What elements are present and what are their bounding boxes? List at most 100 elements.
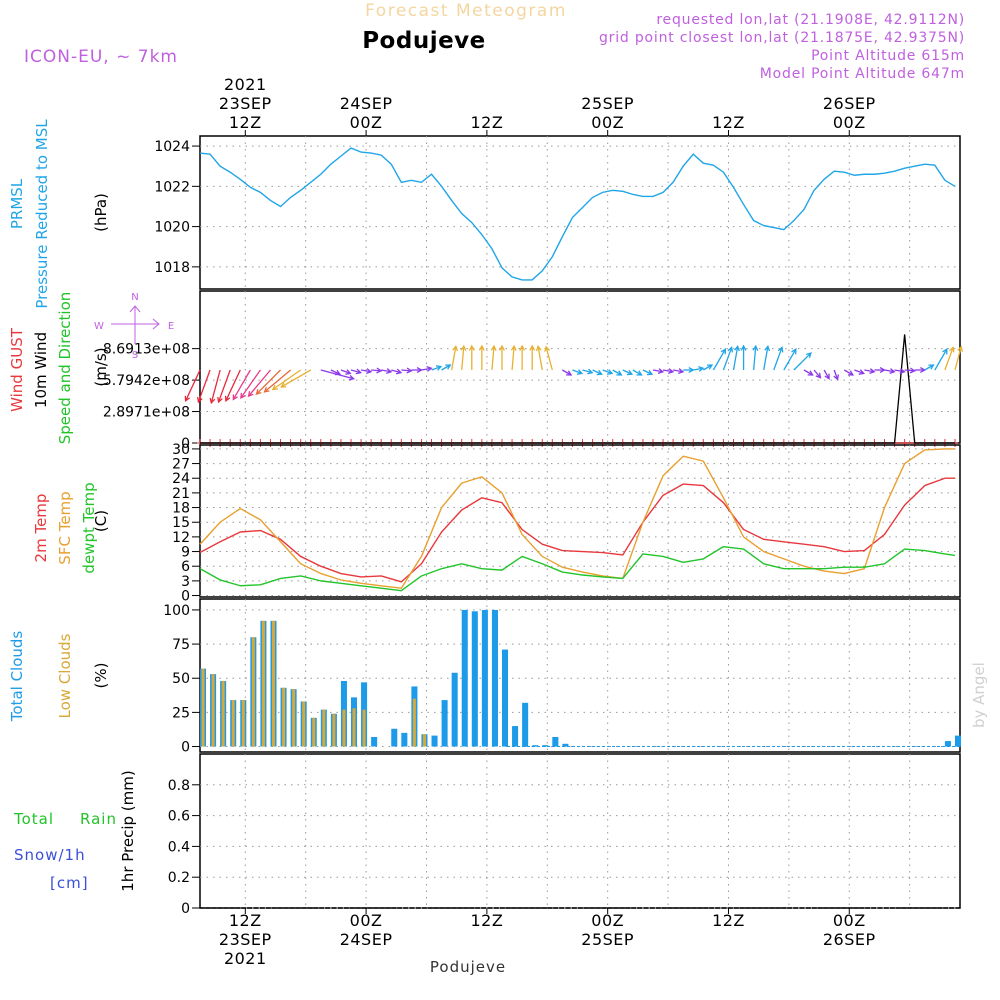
wind-arrow-head	[957, 345, 963, 352]
location-title: Podujeve	[362, 28, 486, 54]
total-cloud-bar	[512, 726, 519, 747]
wind-arrow-head	[879, 367, 886, 373]
wind-arrow-head	[255, 389, 262, 396]
y-tick-label: 15	[172, 515, 190, 531]
y-tick-label: 75	[172, 637, 190, 653]
wind-arrow-head	[657, 368, 665, 374]
wind-arrow-head	[426, 366, 433, 372]
y-tick-label: 30	[172, 442, 190, 458]
series-sfc-temp	[199, 448, 955, 589]
wind-arrow-head	[942, 348, 948, 355]
wind-arrow	[632, 369, 642, 376]
wind-arrow	[441, 364, 451, 371]
compass-east: E	[168, 321, 174, 332]
wind-arrow	[854, 369, 864, 375]
y-tick-label: 1024	[154, 139, 190, 155]
wind-arrow-head	[752, 344, 759, 351]
wind-arrow-head	[607, 369, 614, 375]
y-tick-label: 24	[172, 471, 190, 487]
panel-wind: 0 2.8971e+08 5.7942e+08 8.6913e+08(m/s) N W E S	[92, 290, 963, 452]
y-tick-label: 0	[181, 740, 190, 756]
label-total: Total	[13, 810, 54, 828]
total-cloud-bar	[391, 728, 398, 747]
y-tick-label: 12	[172, 530, 190, 546]
wind-arrow-head	[263, 386, 270, 393]
y-tick-label: 0.2	[168, 870, 190, 886]
total-cloud-bar	[481, 609, 488, 747]
wind-arrow	[622, 369, 633, 375]
wind-arrow-head	[416, 367, 423, 373]
wind-arrow-head	[247, 391, 254, 398]
wind-arrow-head	[468, 344, 475, 351]
wind-arrow	[884, 369, 895, 373]
y-tick-label: 1018	[154, 260, 190, 276]
y-tick-label: 1022	[154, 179, 190, 195]
low-cloud-bar	[362, 709, 366, 747]
wind-arrow-head	[667, 368, 675, 374]
wind-arrow-head	[833, 374, 839, 381]
low-cloud-bar	[231, 700, 235, 747]
label-total-clouds: Total Clouds	[8, 631, 26, 723]
y-tick-label: 0	[181, 589, 190, 605]
time-label-top: 23SEP	[219, 94, 272, 113]
y-tick-label: 3	[181, 574, 190, 590]
wind-arrow-head	[678, 368, 685, 374]
wind-arrow	[340, 369, 351, 375]
wind-arrow	[210, 369, 221, 404]
wind-arrow	[232, 369, 251, 400]
wind-arrow-head	[445, 364, 452, 370]
time-label-bottom: 23SEP	[219, 930, 272, 949]
wind-arrow-head	[740, 344, 747, 351]
wind-arrow	[511, 346, 515, 371]
low-cloud-bar	[261, 620, 265, 747]
time-label-top: 12Z	[712, 113, 745, 132]
panel-frame	[199, 444, 961, 598]
wind-arrow-head	[899, 368, 906, 374]
y-tick-label: 100	[163, 603, 190, 619]
wind-arrow-head	[232, 394, 238, 401]
y-tick-label: 0	[181, 901, 190, 917]
time-label-bottom: 24SEP	[340, 930, 393, 949]
wind-arrow	[813, 369, 821, 379]
wind-arrow	[537, 346, 543, 371]
wind-arrow	[732, 346, 739, 371]
time-label-bottom: 00Z	[350, 911, 383, 930]
panel-precip: 0 0.2 0.4 0.6 0.8 1hr Precip (mm)	[119, 753, 961, 917]
y-axis-unit: (%)	[92, 663, 110, 689]
wind-arrow	[431, 365, 442, 371]
wind-arrow-head	[499, 344, 505, 351]
wind-arrow-head	[688, 367, 695, 373]
wind-arrow	[592, 369, 602, 375]
total-cloud-bar	[471, 611, 478, 747]
low-cloud-bar	[312, 717, 316, 747]
wind-arrow-head	[920, 367, 927, 373]
low-cloud-bar	[302, 701, 306, 747]
wind-arrow-head	[395, 368, 403, 375]
wind-arrow	[280, 369, 312, 388]
compass-rose: N W E S	[94, 292, 174, 361]
y-tick-label: 8.6913e+08	[103, 342, 190, 358]
wind-arrow	[864, 369, 875, 373]
wind-arrow	[752, 346, 757, 371]
panel-frame	[199, 290, 961, 444]
series-2m-temp	[199, 477, 955, 583]
wind-arrow	[256, 369, 281, 395]
time-label-top: 26SEP	[823, 94, 876, 113]
wind-arrows	[184, 344, 963, 405]
wind-arrow-head	[365, 368, 373, 374]
wind-arrow	[197, 369, 211, 403]
low-cloud-bar	[201, 668, 205, 747]
label-sfc-temp: SFC Temp	[56, 491, 74, 564]
wind-arrow	[693, 367, 704, 371]
panel-labels: PRMSL Pressure Reduced to MSL Wind GUST 10m…	[8, 119, 116, 892]
wind-arrow-head	[858, 369, 865, 375]
label-speed-direction: Speed and Direction	[56, 292, 74, 445]
y-tick-label: 21	[172, 486, 190, 502]
total-cloud-bar	[441, 700, 448, 747]
low-cloud-bar	[332, 713, 336, 747]
wind-arrow-head	[815, 372, 822, 379]
label-10m-wind: 10m Wind	[32, 332, 50, 408]
y-tick-label: 5.7942e+08	[103, 373, 190, 389]
wind-arrow	[545, 346, 553, 371]
